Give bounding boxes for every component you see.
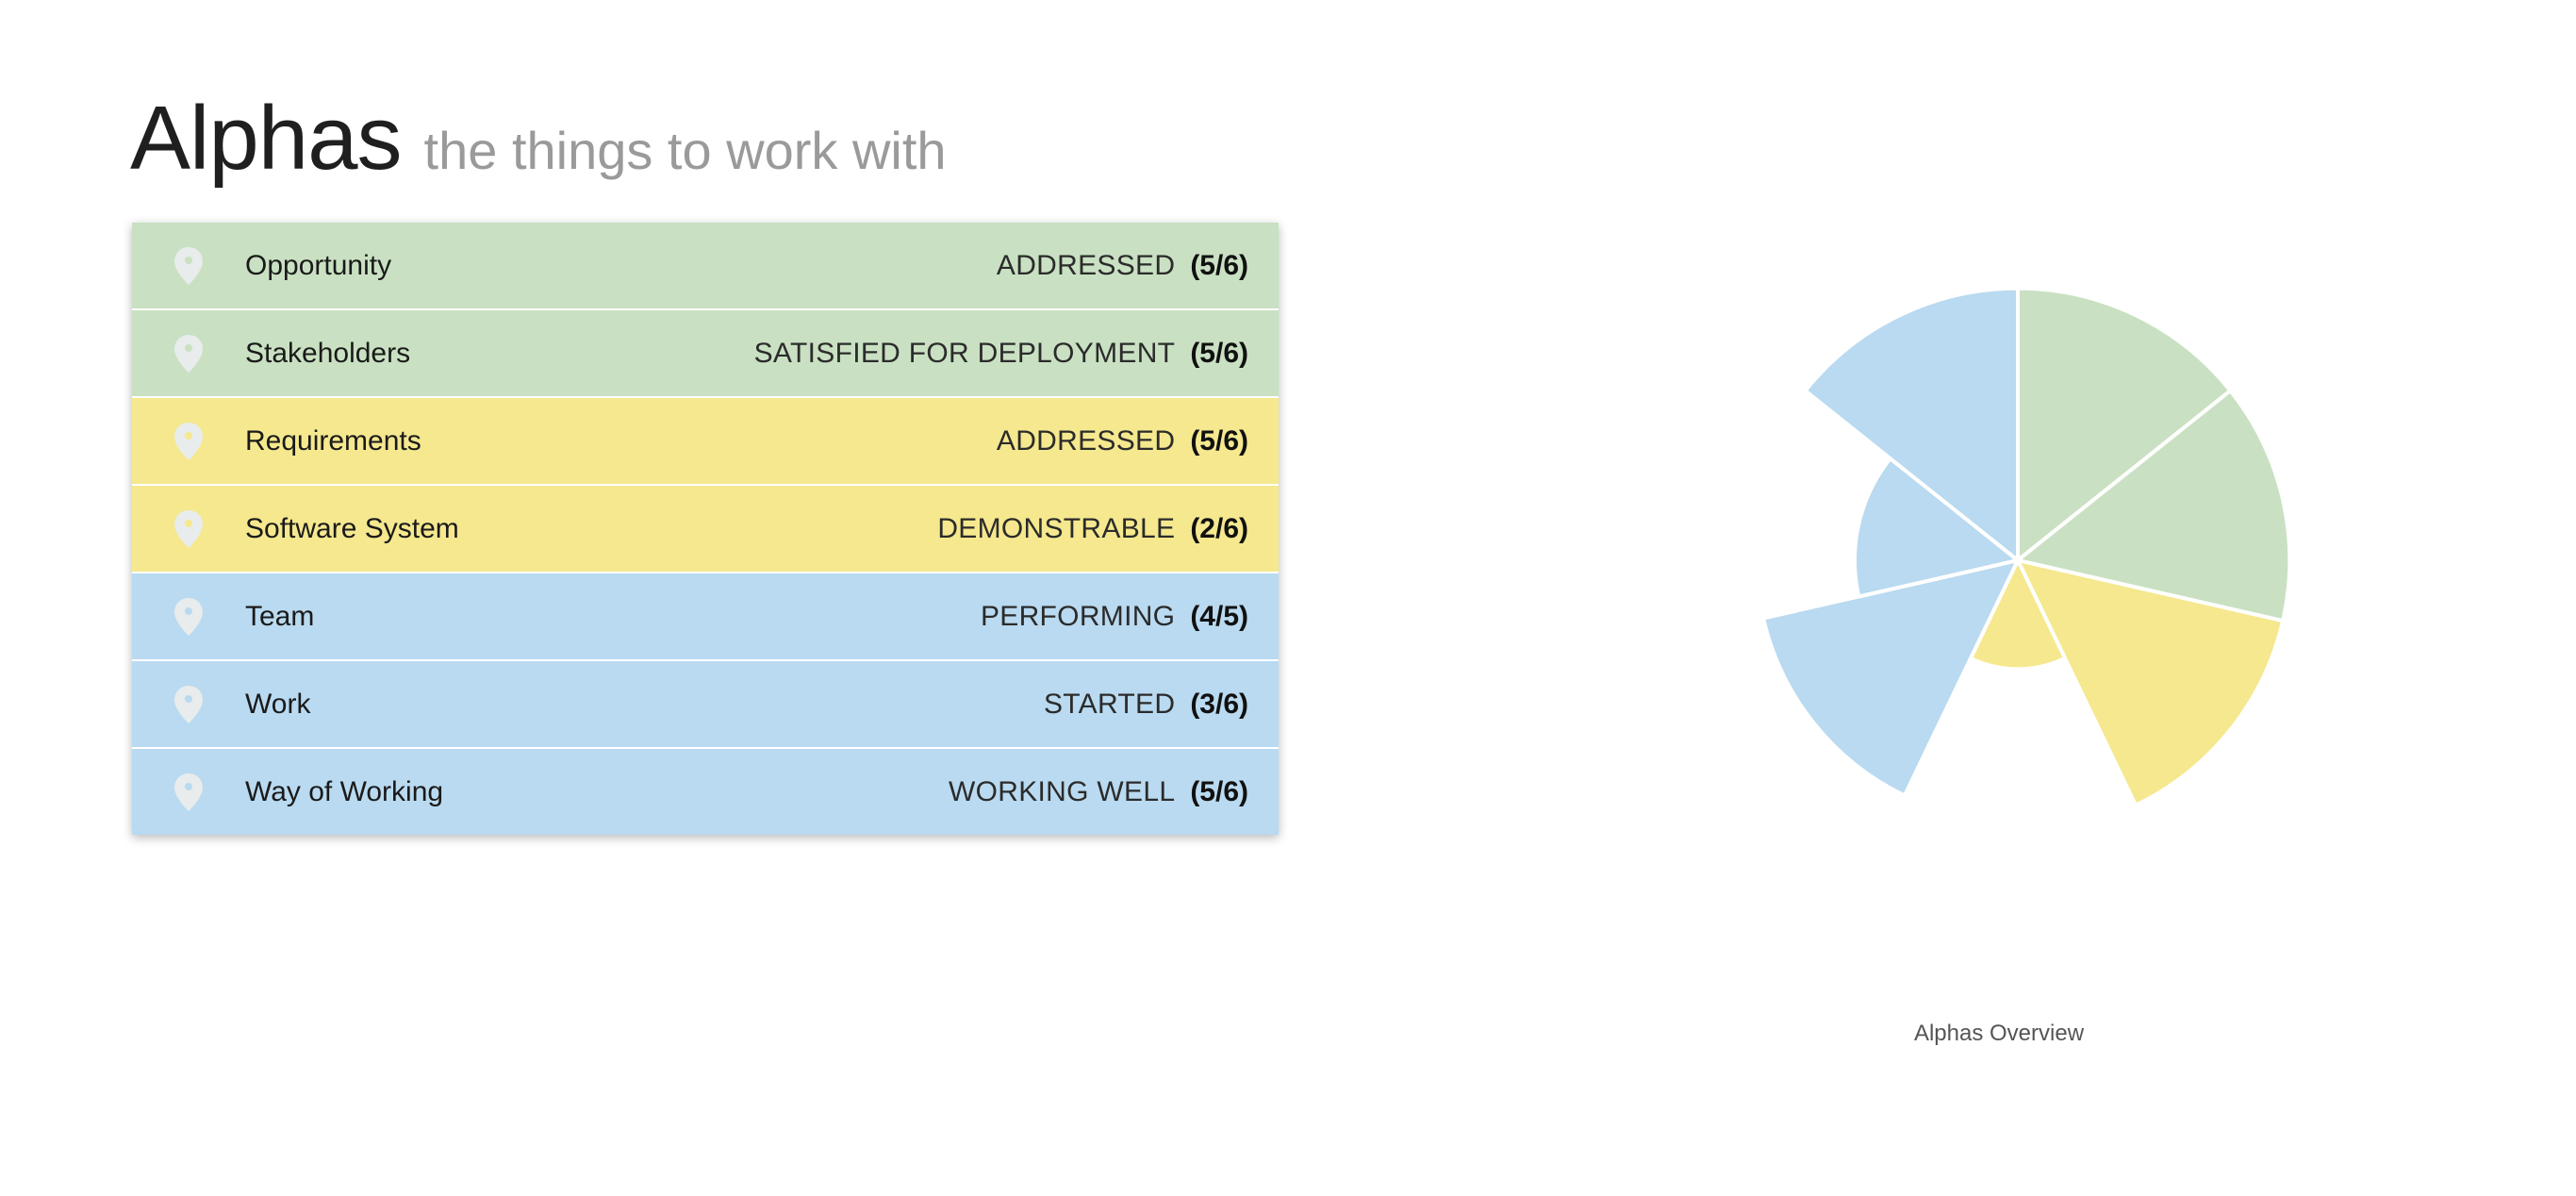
map-pin-icon <box>174 685 203 723</box>
alpha-row-team[interactable]: Team PERFORMING (4/5) <box>132 573 1279 661</box>
alpha-state: ADDRESSED <box>996 249 1176 281</box>
alpha-row-requirements[interactable]: Requirements ADDRESSED (5/6) <box>132 398 1279 486</box>
alpha-list: Opportunity ADDRESSED (5/6) Stakeholders SAT… <box>132 223 1279 835</box>
alpha-progress: (5/6) <box>1190 424 1248 457</box>
alpha-name: Work <box>245 688 311 720</box>
page-title: Alphas <box>130 88 403 189</box>
alpha-name: Stakeholders <box>245 337 411 369</box>
alpha-progress: (5/6) <box>1190 249 1248 281</box>
alpha-state: WORKING WELL <box>949 775 1176 807</box>
map-pin-icon <box>174 772 203 811</box>
alpha-name: Requirements <box>245 424 421 457</box>
alphas-overview-chart <box>1735 217 2301 877</box>
alpha-state: DEMONSTRABLE <box>937 512 1176 544</box>
alpha-progress: (2/6) <box>1190 512 1248 544</box>
chart-slice-way-of-working[interactable] <box>1803 286 2020 562</box>
alpha-name: Team <box>245 600 315 632</box>
chart-slice-stakeholders[interactable] <box>2016 389 2292 623</box>
map-pin-icon <box>174 334 203 373</box>
alpha-state: PERFORMING <box>980 600 1176 632</box>
alpha-row-opportunity[interactable]: Opportunity ADDRESSED (5/6) <box>132 223 1279 310</box>
chart-slice-team[interactable] <box>1761 558 2020 798</box>
page-header: Alphas the things to work with <box>130 87 947 191</box>
polar-area-chart <box>1761 286 2292 807</box>
chart-slice-opportunity[interactable] <box>2016 286 2233 562</box>
alpha-row-stakeholders[interactable]: Stakeholders SATISFIED FOR DEPLOYMENT (5/6… <box>132 310 1279 398</box>
map-pin-icon <box>174 246 203 285</box>
alpha-row-way-of-working[interactable]: Way of Working WORKING WELL (5/6) <box>132 749 1279 835</box>
alpha-row-software-system[interactable]: Software System DEMONSTRABLE (2/6) <box>132 486 1279 573</box>
alpha-state: ADDRESSED <box>996 424 1176 457</box>
alpha-progress: (4/5) <box>1190 600 1248 632</box>
alpha-progress: (5/6) <box>1190 775 1248 807</box>
alpha-state: STARTED <box>1043 688 1176 720</box>
map-pin-icon <box>174 509 203 548</box>
chart-slice-work[interactable] <box>1853 457 2020 599</box>
alpha-row-work[interactable]: Work STARTED (3/6) <box>132 661 1279 749</box>
alpha-progress: (5/6) <box>1190 337 1248 369</box>
alpha-state: SATISFIED FOR DEPLOYMENT <box>753 337 1176 369</box>
alpha-name: Opportunity <box>245 249 392 281</box>
map-pin-icon <box>174 597 203 636</box>
page-subtitle: the things to work with <box>423 121 947 180</box>
chart-slice-requirements[interactable] <box>2016 558 2286 807</box>
alpha-name: Software System <box>245 512 459 544</box>
alpha-name: Way of Working <box>245 775 444 807</box>
chart-caption: Alphas Overview <box>1913 1021 2085 1046</box>
map-pin-icon <box>174 422 203 460</box>
alpha-progress: (3/6) <box>1190 688 1248 720</box>
chart-slice-software-system[interactable] <box>1968 558 2068 672</box>
